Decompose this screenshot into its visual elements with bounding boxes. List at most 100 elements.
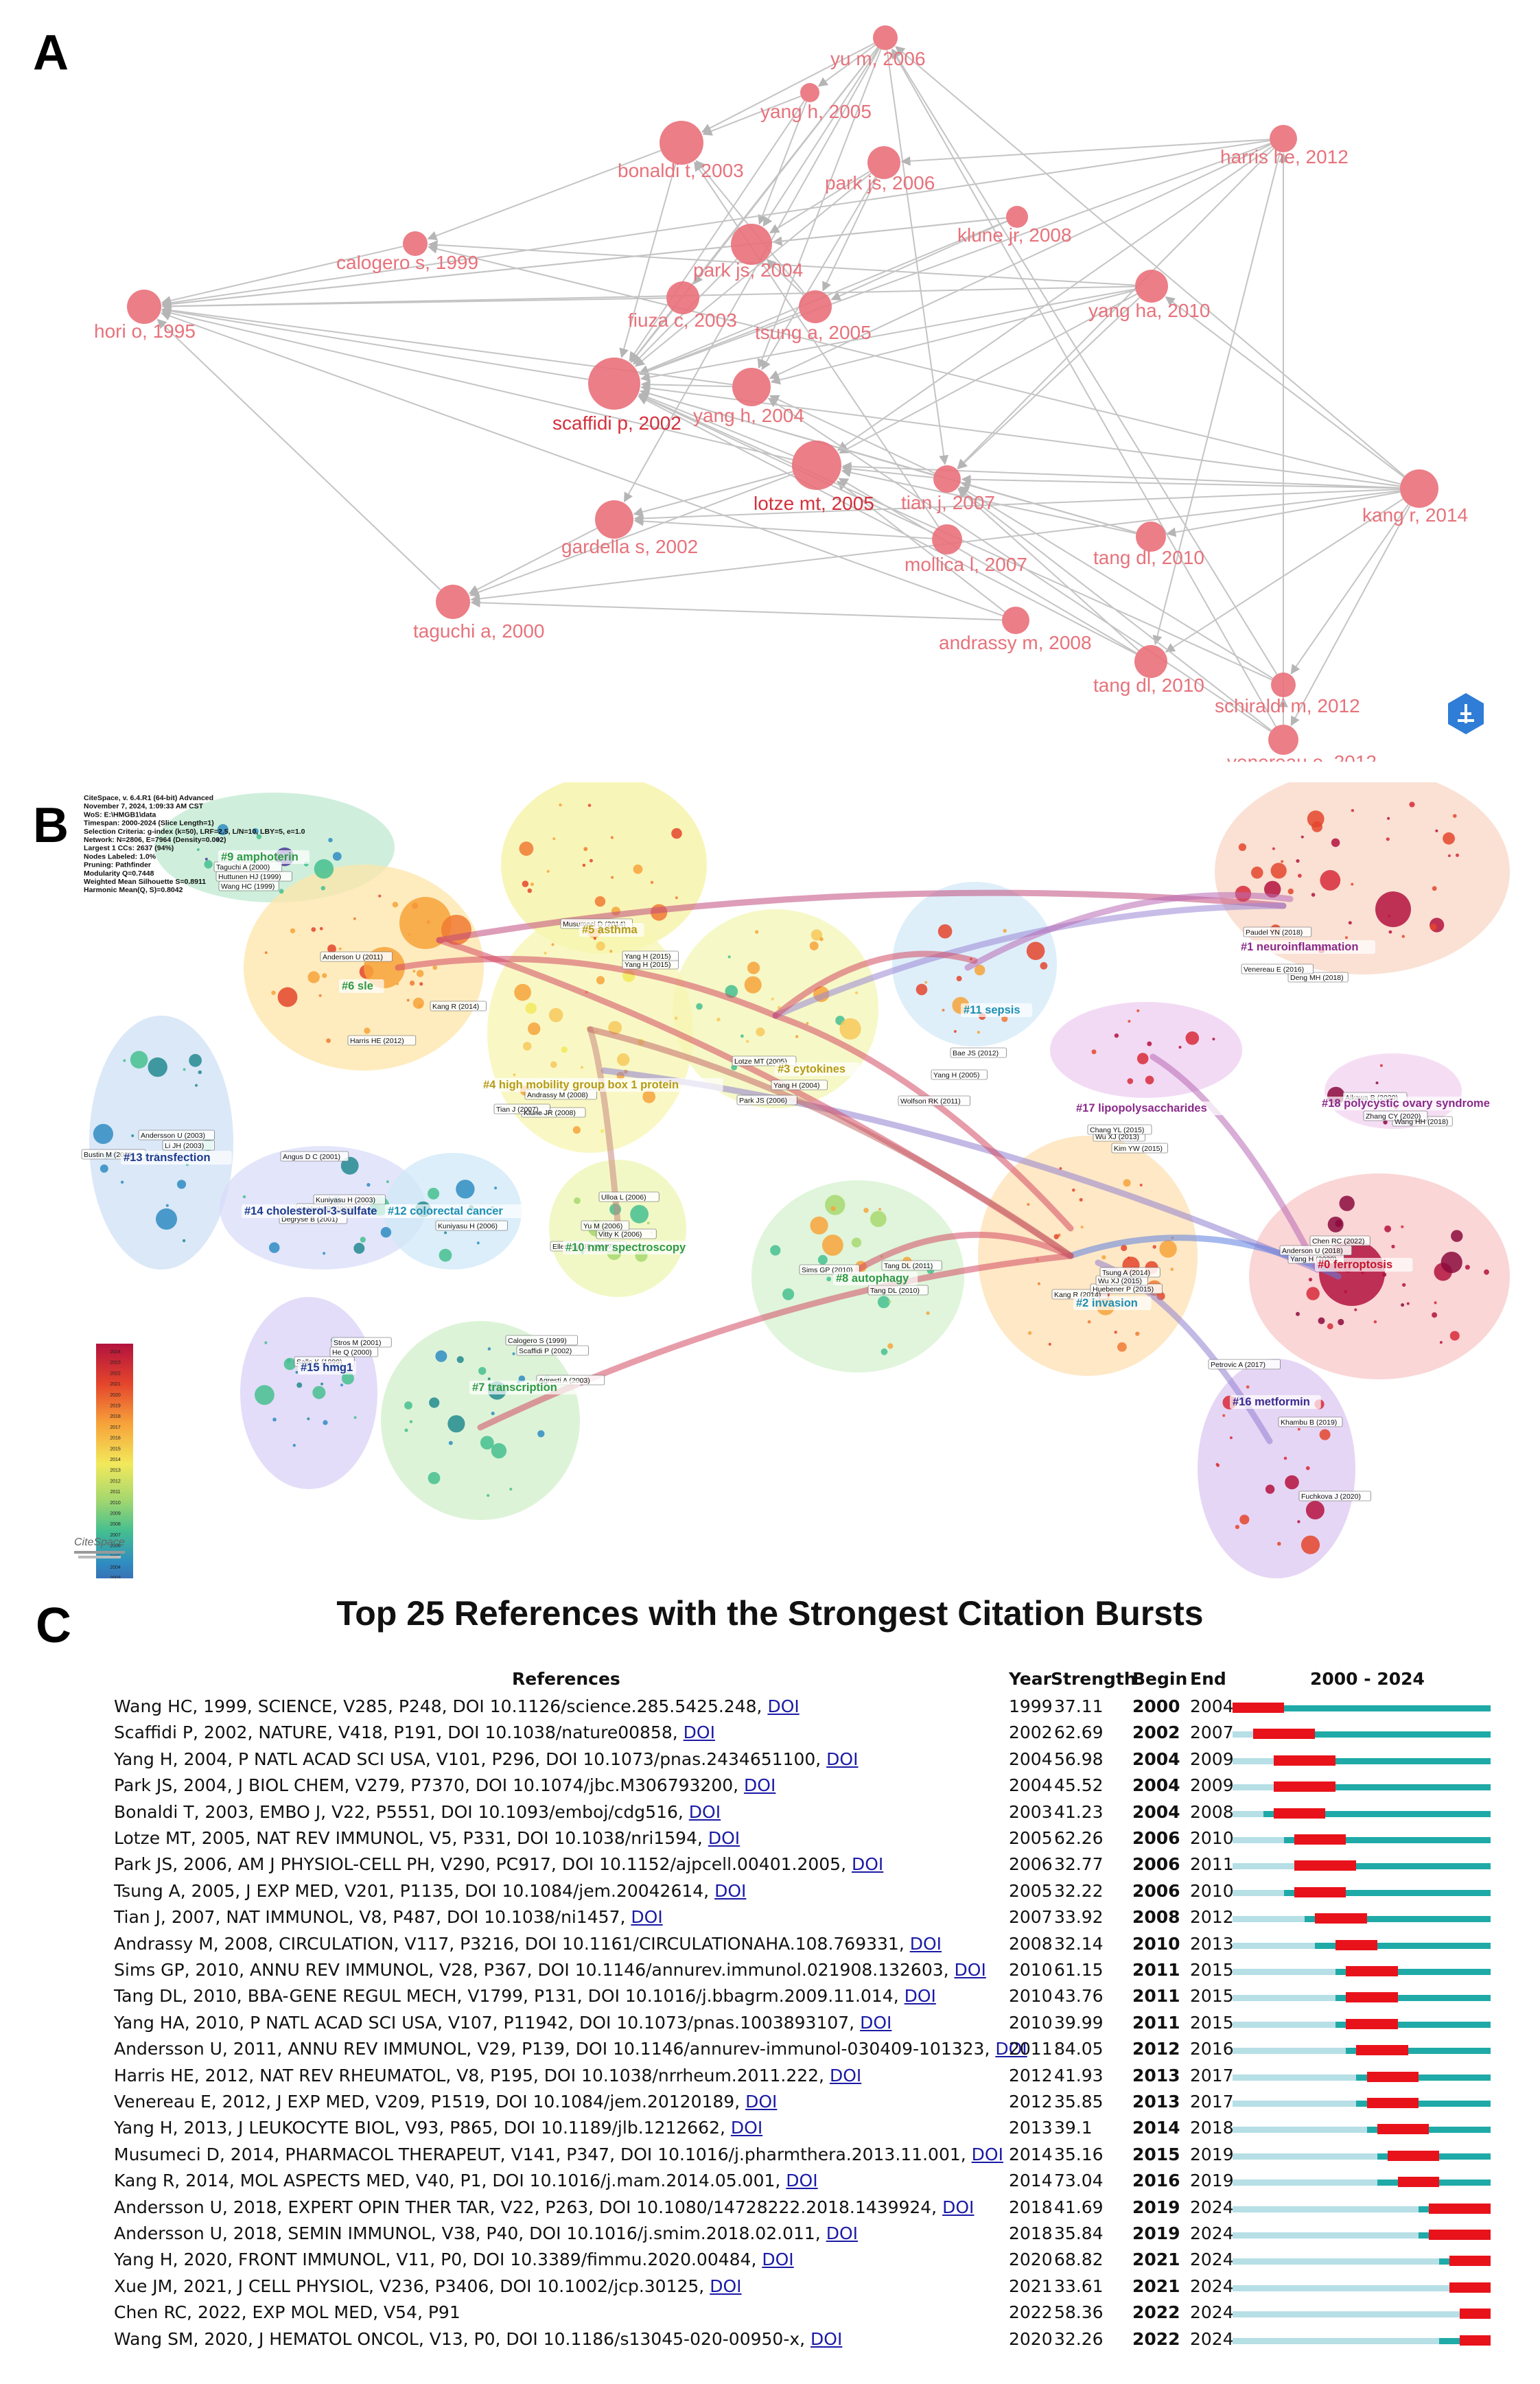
reference-node[interactable] bbox=[1134, 645, 1167, 678]
legend-year: 2014 bbox=[110, 1458, 121, 1462]
doi-link[interactable]: DOI bbox=[714, 1880, 747, 1901]
reference-node-label: andrassy m, 2008 bbox=[939, 632, 1092, 653]
doi-link[interactable]: DOI bbox=[730, 2118, 763, 2138]
reference-node[interactable] bbox=[1002, 607, 1029, 634]
doi-link[interactable]: DOI bbox=[710, 2276, 742, 2296]
doi-link[interactable]: DOI bbox=[851, 1854, 884, 1875]
cluster-network-b: CiteSpace, v. 6.4.R1 (64-bit) AdvancedNo… bbox=[74, 782, 1516, 1578]
cluster-link bbox=[854, 1231, 1074, 1273]
burst-bar-burst bbox=[1387, 2150, 1439, 2161]
reference-node bbox=[120, 1180, 124, 1184]
reference-node[interactable] bbox=[666, 281, 699, 314]
doi-link[interactable]: DOI bbox=[971, 2144, 1003, 2164]
reference-node[interactable] bbox=[867, 146, 900, 179]
reference-node bbox=[320, 886, 325, 891]
reference-node bbox=[839, 1018, 861, 1040]
reference-node[interactable] bbox=[588, 358, 640, 410]
cluster-hull bbox=[381, 1321, 580, 1520]
doi-link[interactable]: DOI bbox=[954, 1960, 986, 1980]
reference-node[interactable] bbox=[1136, 522, 1166, 552]
burst-row-end: 2019 bbox=[1190, 2171, 1234, 2191]
reference-node[interactable] bbox=[127, 290, 161, 324]
reference-node bbox=[756, 1027, 765, 1037]
citation-edge bbox=[1165, 296, 1405, 478]
doi-link[interactable]: DOI bbox=[708, 1828, 740, 1848]
cluster-label: #3 cytokines bbox=[778, 1063, 845, 1075]
doi-link[interactable]: DOI bbox=[829, 2065, 862, 2085]
cluster-link bbox=[1150, 1053, 1321, 1273]
doi-link[interactable]: DOI bbox=[826, 1749, 859, 1769]
burst-bar-active bbox=[1346, 2048, 1491, 2055]
citation-edge bbox=[623, 48, 880, 503]
doi-link[interactable]: DOI bbox=[744, 1775, 776, 1796]
reference-node[interactable] bbox=[1268, 725, 1298, 755]
doi-link[interactable]: DOI bbox=[942, 2197, 975, 2217]
reference-node[interactable] bbox=[873, 25, 898, 50]
reference-node[interactable] bbox=[403, 231, 428, 256]
reference-label: Vitty K (2006) bbox=[598, 1230, 642, 1239]
reference-node[interactable] bbox=[1400, 469, 1438, 508]
reference-node bbox=[1216, 1463, 1220, 1467]
reference-node[interactable] bbox=[1135, 270, 1168, 303]
burst-row-end: 2012 bbox=[1190, 1907, 1234, 1928]
reference-node bbox=[480, 1436, 494, 1450]
citation-edge bbox=[761, 176, 876, 371]
reference-node[interactable] bbox=[732, 368, 771, 406]
doi-link[interactable]: DOI bbox=[904, 1986, 936, 2007]
doi-link[interactable]: DOI bbox=[745, 2092, 778, 2112]
doi-link[interactable]: DOI bbox=[688, 1801, 721, 1822]
reference-node bbox=[544, 951, 547, 955]
reference-node[interactable] bbox=[660, 121, 703, 165]
reference-node[interactable] bbox=[731, 224, 772, 265]
doi-link[interactable]: DOI bbox=[767, 1696, 800, 1716]
reference-node bbox=[1297, 1520, 1300, 1523]
burst-bar-burst bbox=[1366, 2071, 1419, 2082]
reference-node[interactable] bbox=[799, 290, 832, 323]
burst-row-end: 2015 bbox=[1190, 2012, 1234, 2033]
reference-node bbox=[1351, 808, 1355, 813]
doi-link[interactable]: DOI bbox=[995, 2039, 1027, 2059]
doi-link[interactable]: DOI bbox=[631, 1907, 663, 1928]
reference-node bbox=[491, 1412, 495, 1416]
reference-label: Kang R (2014) bbox=[432, 1003, 479, 1011]
reference-node[interactable] bbox=[933, 465, 961, 493]
burst-row: Park JS, 2006, AM J PHYSIOL-CELL PH, V29… bbox=[0, 1851, 1540, 1878]
reference-node bbox=[572, 1126, 581, 1134]
reference-label: Taguchi A (2000) bbox=[216, 863, 270, 872]
burst-row-reference: Sims GP, 2010, ANNU REV IMMUNOL, V28, P3… bbox=[114, 1960, 986, 1980]
reference-node bbox=[589, 858, 593, 863]
reference-node bbox=[217, 823, 229, 836]
reference-node[interactable] bbox=[436, 585, 470, 619]
reference-node bbox=[630, 1204, 649, 1224]
reference-label: Wang HH (2018) bbox=[1395, 1118, 1448, 1126]
reference-node-label: calogero s, 1999 bbox=[336, 252, 478, 273]
reference-label: Petrovic A (2017) bbox=[1211, 1361, 1265, 1369]
reference-node[interactable] bbox=[932, 524, 962, 554]
reference-node bbox=[854, 991, 859, 994]
panel-a-letter: A bbox=[33, 25, 69, 80]
reference-node bbox=[429, 1397, 440, 1408]
reference-node bbox=[319, 926, 323, 931]
reference-node[interactable] bbox=[800, 83, 819, 102]
doi-link[interactable]: DOI bbox=[909, 1933, 942, 1954]
doi-link[interactable]: DOI bbox=[810, 2328, 843, 2349]
citation-edge bbox=[468, 527, 598, 594]
reference-node bbox=[366, 1182, 371, 1187]
burst-bar-active bbox=[1294, 1863, 1491, 1870]
reference-label: Tsung A (2014) bbox=[1102, 1269, 1150, 1277]
legend-year: 2008 bbox=[110, 1522, 121, 1527]
burst-bar-burst bbox=[1377, 2124, 1429, 2135]
reference-node[interactable] bbox=[1006, 206, 1028, 228]
doi-link[interactable]: DOI bbox=[826, 2223, 859, 2243]
reference-node bbox=[522, 880, 529, 887]
doi-link[interactable]: DOI bbox=[860, 2012, 892, 2033]
reference-node[interactable] bbox=[1270, 125, 1297, 152]
doi-link[interactable]: DOI bbox=[762, 2249, 794, 2270]
reference-node[interactable] bbox=[792, 441, 841, 490]
doi-link[interactable]: DOI bbox=[683, 1722, 715, 1743]
reference-node[interactable] bbox=[1271, 673, 1296, 697]
reference-node bbox=[642, 1090, 656, 1103]
reference-node[interactable] bbox=[595, 500, 633, 539]
reference-node bbox=[956, 976, 962, 981]
doi-link[interactable]: DOI bbox=[786, 2171, 818, 2191]
